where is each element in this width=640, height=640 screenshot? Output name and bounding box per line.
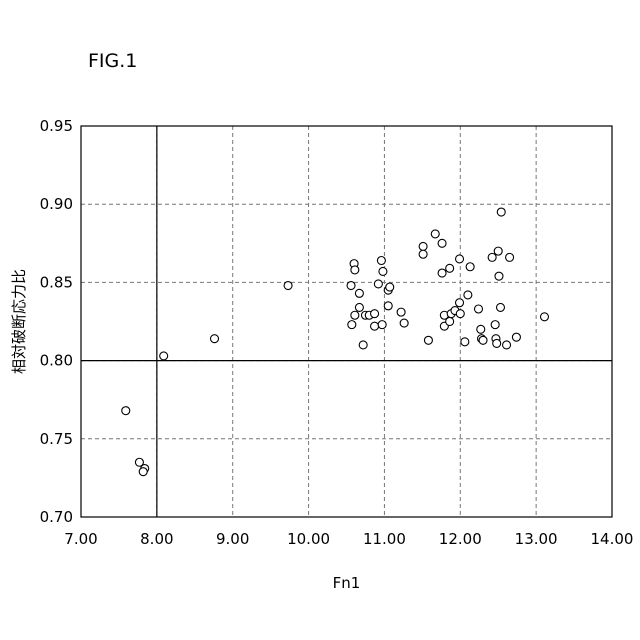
x-tick-label: 7.00 [64,530,97,548]
data-point [371,310,379,318]
y-tick-label: 0.95 [40,117,73,135]
y-tick-label: 0.70 [40,508,73,526]
x-tick-label: 11.00 [363,530,406,548]
data-point [374,280,382,288]
data-point [503,341,511,349]
data-point [355,303,363,311]
data-point [479,336,487,344]
data-point [493,339,501,347]
data-point [464,291,472,299]
data-point [359,341,367,349]
data-point [139,468,147,476]
data-point [494,247,502,255]
y-tick-labels: 0.70 0.75 0.80 0.85 0.90 0.95 [40,117,73,526]
data-point [495,272,503,280]
x-axis-title: Fn1 [333,574,361,592]
data-point [348,321,356,329]
data-point [424,336,432,344]
data-point [160,352,168,360]
data-point [355,289,363,297]
y-axis-title: 相対破断応力比 [10,269,28,374]
data-point [456,310,464,318]
data-point [438,269,446,277]
data-point [438,239,446,247]
y-tick-label: 0.90 [40,195,73,213]
data-point [351,266,359,274]
data-point [496,303,504,311]
grid-lines [81,126,612,517]
y-tick-label: 0.85 [40,273,73,291]
data-point [377,257,385,265]
x-tick-label: 14.00 [591,530,634,548]
data-point [378,321,386,329]
data-point [446,264,454,272]
data-point [351,311,359,319]
data-point [419,242,427,250]
data-point [506,253,514,261]
data-point [456,299,464,307]
x-tick-labels: 7.00 8.00 9.00 10.00 11.00 12.00 13.00 14.00 [64,530,633,548]
data-point [379,267,387,275]
data-point [211,335,219,343]
data-point [431,230,439,238]
data-point [347,282,355,290]
x-tick-label: 9.00 [216,530,249,548]
reference-lines [81,126,612,517]
data-point [456,255,464,263]
data-point [400,319,408,327]
data-point [122,407,130,415]
data-point [284,282,292,290]
data-point [461,338,469,346]
y-tick-label: 0.80 [40,352,73,370]
data-point [477,325,485,333]
data-point [397,308,405,316]
y-tick-label: 0.75 [40,430,73,448]
data-point [488,253,496,261]
data-point [512,333,520,341]
data-point [419,250,427,258]
x-tick-label: 12.00 [439,530,482,548]
data-point [474,305,482,313]
x-tick-label: 8.00 [140,530,173,548]
data-point [497,208,505,216]
data-point [540,313,548,321]
data-point [466,263,474,271]
x-tick-label: 10.00 [287,530,330,548]
data-point [371,322,379,330]
x-tick-label: 13.00 [515,530,558,548]
data-point [491,321,499,329]
data-point [386,283,394,291]
data-point [446,318,454,326]
plot-area-frame [81,126,612,517]
data-points [122,208,549,476]
data-point [384,302,392,310]
